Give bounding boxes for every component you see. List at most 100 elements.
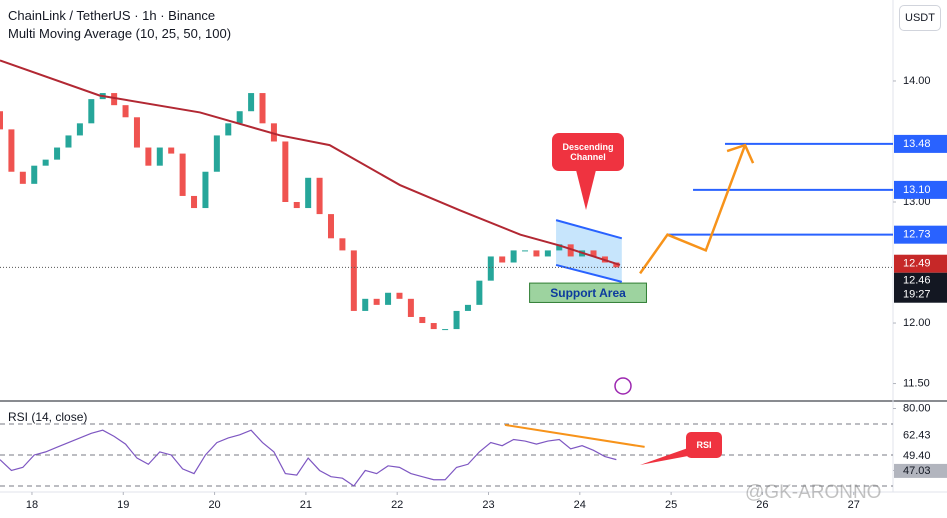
candle (430, 323, 437, 330)
channel-fill (556, 220, 622, 282)
candle (339, 238, 346, 251)
ma-box (894, 254, 947, 273)
x-tick-label: 18 (26, 499, 38, 511)
arrow-head (726, 143, 755, 164)
symbol-title: ChainLink / TetherUS · 1h · Binance (8, 8, 216, 23)
candle (522, 250, 529, 252)
candle (464, 304, 471, 311)
candle (350, 250, 357, 311)
x-tick-label: 25 (665, 499, 677, 511)
level-box (894, 225, 947, 244)
flash-icon (614, 377, 632, 395)
rsi-line (0, 429, 617, 487)
moving-average (0, 59, 621, 266)
watermark: @GK-ARONNO (745, 482, 882, 503)
candle (385, 292, 392, 305)
candle (556, 244, 563, 251)
candle (442, 329, 449, 331)
candle (54, 147, 61, 160)
candle (499, 256, 506, 263)
candle (236, 111, 243, 124)
support-area (529, 282, 647, 303)
rsi-marker-box (894, 448, 947, 463)
x-tick-label: 26 (756, 499, 768, 511)
price-box (894, 272, 947, 303)
level-label: 12.73 (903, 229, 931, 241)
countdown: 19:27 (903, 289, 931, 301)
rsi-trendline (504, 423, 645, 448)
y-tick-label: 13.00 (903, 196, 931, 208)
candle (419, 316, 426, 324)
candle (145, 147, 152, 166)
y-tick-label: 80.00 (903, 402, 931, 414)
y-tick-label: 12.00 (903, 317, 931, 329)
candle (453, 310, 460, 330)
indicator-title: Multi Moving Average (10, 25, 50, 100) (8, 26, 232, 41)
candle (65, 135, 72, 148)
candle (396, 292, 403, 299)
candle (293, 201, 300, 209)
candle (76, 123, 83, 136)
x-tick-label: 24 (574, 499, 586, 511)
candle (613, 262, 620, 268)
projection (639, 144, 747, 275)
x-tick-label: 21 (300, 499, 312, 511)
candle (225, 123, 232, 136)
candle (259, 93, 266, 124)
candle (590, 250, 597, 257)
candle (202, 171, 209, 209)
candle (111, 93, 118, 106)
support-label: Support Area (550, 286, 626, 300)
rsi-marker-box (894, 463, 947, 478)
candle (362, 298, 369, 311)
callout-pointer (576, 170, 596, 210)
rsi-callout: RSI (686, 432, 722, 458)
candle (567, 244, 574, 257)
candle (31, 165, 38, 184)
candle (270, 123, 277, 142)
candle (168, 147, 175, 154)
candle (19, 171, 26, 184)
ma-label: 12.49 (903, 258, 931, 270)
candle (316, 177, 323, 215)
candle (88, 99, 95, 124)
level-label: 13.10 (903, 184, 931, 196)
candle (122, 105, 129, 118)
rsi-title: RSI (14, close) (8, 410, 88, 424)
price-label: 12.46 (903, 275, 931, 287)
candle (510, 250, 517, 263)
candle (191, 195, 198, 209)
channel-callout: Descending Channel (552, 133, 624, 171)
candle (42, 159, 49, 166)
x-tick-label: 20 (208, 499, 220, 511)
x-tick-label: 19 (117, 499, 129, 511)
candle (8, 129, 15, 172)
rsi-marker-label: 49.40 (903, 450, 931, 462)
candle (156, 147, 163, 166)
candle (544, 250, 551, 257)
candle (407, 298, 414, 317)
candle (305, 177, 312, 209)
candle (533, 250, 540, 257)
channel-line (555, 219, 623, 240)
level-box (894, 180, 947, 199)
candle (248, 93, 255, 112)
x-tick-label: 27 (848, 499, 860, 511)
candle (327, 214, 334, 239)
x-tick-label: 22 (391, 499, 403, 511)
y-tick-label: 11.50 (903, 377, 930, 389)
rsi-marker-label: 62.43 (903, 430, 931, 442)
rsi-callout-pointer (640, 448, 688, 465)
rsi-marker-label: 47.03 (903, 465, 931, 477)
candle (179, 153, 186, 196)
level-label: 13.48 (903, 138, 931, 150)
candle (487, 256, 494, 281)
candle (373, 298, 380, 305)
x-tick-label: 23 (482, 499, 494, 511)
candle (133, 117, 140, 148)
y-tick-label: 14.00 (903, 75, 931, 87)
currency-button[interactable]: USDT (899, 5, 941, 31)
level-box (894, 134, 947, 153)
